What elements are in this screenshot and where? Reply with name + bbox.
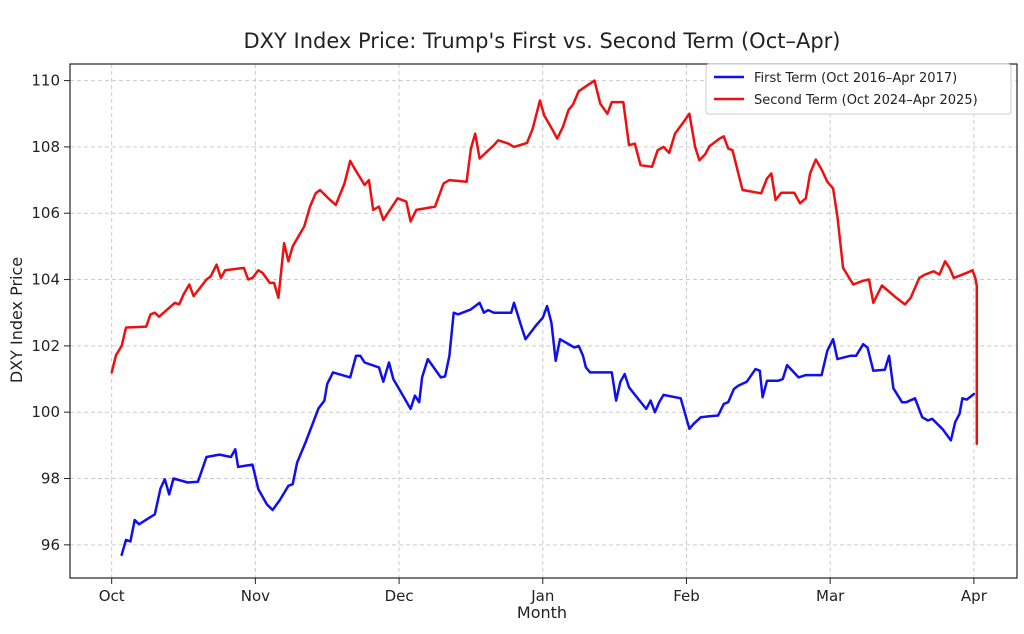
y-axis: 96 98 100 102 104 106 108 110	[31, 72, 70, 554]
y-tick-label: 108	[31, 138, 60, 156]
y-axis-title: DXY Index Price	[7, 257, 26, 383]
x-tick-label: Nov	[241, 587, 270, 605]
y-tick-label: 110	[31, 72, 60, 90]
x-axis-title: Month	[517, 603, 567, 622]
series-layer	[110, 79, 979, 557]
first-term-line	[120, 301, 976, 557]
y-tick-label: 106	[31, 204, 60, 222]
x-axis: Oct Nov Dec Jan Feb Mar Apr	[99, 578, 988, 605]
legend-box	[705, 63, 1012, 115]
x-tick-label: Mar	[816, 587, 845, 605]
y-tick-label: 96	[41, 536, 60, 554]
y-tick-label: 104	[31, 271, 60, 289]
y-tick-label: 102	[31, 337, 60, 355]
chart-title: DXY Index Price: Trump's First vs. Secon…	[243, 29, 840, 53]
legend-label-second-term: Second Term (Oct 2024–Apr 2025)	[754, 93, 978, 108]
x-tick-label: Oct	[99, 587, 125, 605]
x-tick-label: Dec	[385, 587, 414, 605]
second-term-line	[110, 79, 979, 445]
legend: First Term (Oct 2016–Apr 2017) Second Te…	[705, 63, 1012, 115]
plot-frame	[69, 63, 1018, 579]
grid	[70, 64, 1017, 578]
legend-label-first-term: First Term (Oct 2016–Apr 2017)	[754, 71, 957, 86]
y-tick-label: 98	[41, 470, 60, 488]
x-tick-label: Jan	[530, 587, 554, 605]
y-tick-label: 100	[31, 403, 60, 421]
x-tick-label: Feb	[673, 587, 700, 605]
x-tick-label: Apr	[961, 587, 988, 605]
